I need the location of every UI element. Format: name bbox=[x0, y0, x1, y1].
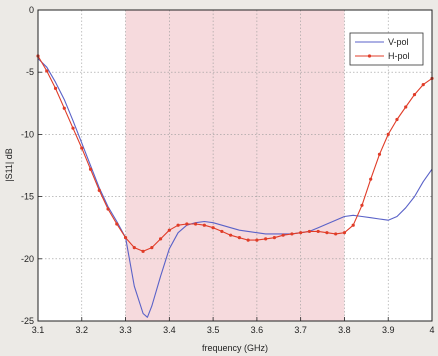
series-point-h-pol bbox=[264, 237, 268, 241]
legend-box bbox=[349, 32, 424, 66]
series-point-h-pol bbox=[334, 232, 338, 236]
shaded-frequency-band bbox=[125, 10, 345, 321]
legend-marker-h-pol bbox=[367, 54, 372, 58]
series-point-h-pol bbox=[141, 249, 145, 253]
x-tick-label: 3.5 bbox=[207, 325, 220, 335]
series-point-h-pol bbox=[395, 117, 399, 122]
series-point-h-pol bbox=[412, 92, 417, 97]
series-point-h-pol bbox=[185, 222, 189, 226]
series-point-h-pol bbox=[106, 207, 110, 211]
series-point-h-pol bbox=[272, 236, 276, 240]
y-tick-label: -15 bbox=[21, 192, 34, 202]
y-tick-label: 0 bbox=[29, 5, 34, 15]
y-tick-label: -25 bbox=[21, 316, 34, 326]
series-point-h-pol bbox=[299, 231, 303, 235]
x-tick-label: 3.6 bbox=[251, 325, 264, 335]
tick-labels: 3.1 3.2 3.3 3.4 3.5 3.6 3.7 3.8 3.9 4 0 -5 -10 -15 -20… bbox=[21, 5, 435, 335]
y-axis-label: |S11| dB bbox=[4, 148, 14, 182]
series-point-h-pol bbox=[290, 232, 294, 236]
series-point-h-pol bbox=[176, 223, 180, 227]
series-point-h-pol bbox=[255, 238, 259, 242]
series-point-h-pol bbox=[404, 105, 408, 109]
series-layer bbox=[36, 54, 434, 318]
series-point-h-pol bbox=[342, 231, 347, 235]
series-point-h-pol bbox=[62, 106, 66, 110]
series-point-h-pol bbox=[229, 233, 233, 237]
series-point-h-pol bbox=[45, 69, 49, 73]
series-point-h-pol bbox=[132, 246, 136, 250]
x-tick-label: 3.3 bbox=[119, 325, 132, 335]
legend: V-pol H-pol bbox=[349, 32, 424, 66]
x-tick-label: 3.1 bbox=[32, 325, 45, 335]
series-point-h-pol bbox=[150, 246, 154, 250]
x-tick-label: 3.4 bbox=[163, 325, 176, 335]
series-point-h-pol bbox=[53, 86, 58, 90]
series-point-h-pol bbox=[88, 167, 93, 171]
series-point-h-pol bbox=[237, 236, 241, 240]
legend-label-h-pol: H-pol bbox=[388, 51, 410, 61]
series-point-h-pol bbox=[194, 222, 198, 226]
x-tick-label: 3.9 bbox=[382, 325, 395, 335]
series-point-h-pol bbox=[351, 223, 355, 227]
grid-lines bbox=[38, 10, 432, 321]
legend-label-v-pol: V-pol bbox=[388, 37, 409, 47]
series-point-h-pol bbox=[80, 146, 84, 150]
series-point-h-pol bbox=[307, 229, 312, 234]
series-point-h-pol bbox=[316, 229, 320, 234]
plot-frame bbox=[37, 9, 433, 322]
series-point-h-pol bbox=[158, 237, 163, 241]
series-point-h-pol bbox=[281, 233, 285, 237]
series-point-h-pol bbox=[123, 236, 128, 240]
series-point-h-pol bbox=[167, 228, 171, 232]
series-point-h-pol bbox=[97, 188, 101, 192]
y-tick-label: -5 bbox=[26, 67, 34, 77]
series-point-h-pol bbox=[377, 152, 382, 156]
x-tick-label: 3.8 bbox=[338, 325, 351, 335]
series-point-h-pol bbox=[115, 222, 119, 226]
series-point-h-pol bbox=[360, 203, 364, 207]
series-line-v-pol bbox=[37, 58, 433, 318]
series-point-h-pol bbox=[421, 83, 425, 87]
series-point-h-pol bbox=[386, 132, 390, 136]
series-point-h-pol bbox=[369, 177, 373, 181]
series-point-h-pol bbox=[71, 126, 75, 130]
x-tick-label: 3.2 bbox=[76, 325, 89, 335]
series-line-h-pol bbox=[37, 55, 433, 252]
series-point-h-pol bbox=[202, 223, 206, 227]
x-tick-label: 3.7 bbox=[294, 325, 307, 335]
series-point-h-pol bbox=[325, 231, 329, 235]
series-point-h-pol bbox=[211, 226, 215, 230]
y-tick-label: -10 bbox=[21, 129, 34, 139]
x-tick-label: 4 bbox=[429, 325, 434, 335]
series-point-h-pol bbox=[220, 229, 224, 234]
y-tick-label: -20 bbox=[21, 254, 34, 264]
series-point-h-pol bbox=[246, 238, 250, 242]
x-axis-label: frequency (GHz) bbox=[202, 343, 268, 353]
